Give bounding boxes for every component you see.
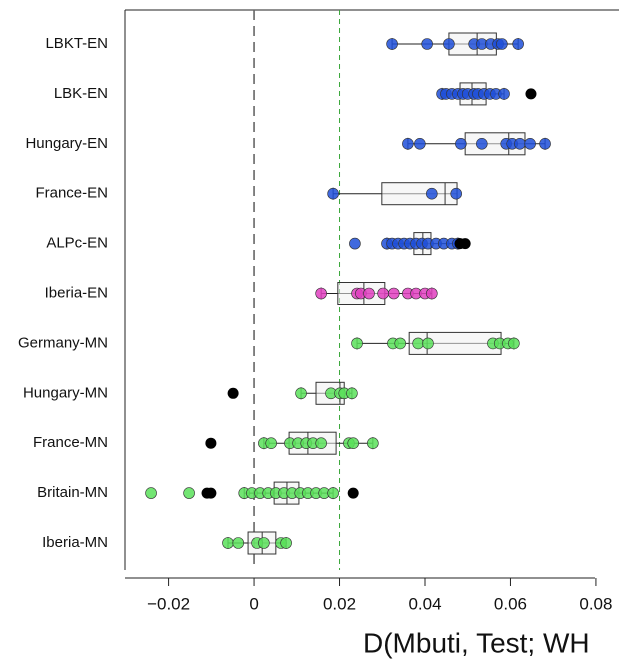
point xyxy=(508,337,520,350)
point xyxy=(346,387,358,400)
category-label: Iberia-MN xyxy=(42,534,108,551)
point xyxy=(315,287,327,300)
point xyxy=(443,38,455,50)
point xyxy=(232,537,245,549)
category-label: ALPc-EN xyxy=(46,235,108,252)
point xyxy=(514,138,526,150)
point xyxy=(295,387,307,400)
point xyxy=(387,287,400,300)
x-tick-label: 0 xyxy=(249,594,258,613)
x-tick-label: 0.02 xyxy=(323,594,356,613)
box xyxy=(381,182,458,206)
point xyxy=(539,138,551,150)
x-axis-label: D(Mbuti, Test; WH xyxy=(363,627,590,658)
category-label: LBKT-EN xyxy=(45,35,108,52)
point xyxy=(367,437,379,450)
point xyxy=(351,337,363,350)
point xyxy=(280,537,292,549)
category-label: Iberia-EN xyxy=(45,284,108,301)
point xyxy=(183,487,195,499)
category-label: Hungary-EN xyxy=(25,135,108,152)
point xyxy=(496,38,508,50)
category-label: France-EN xyxy=(35,185,108,202)
category-label: Hungary-MN xyxy=(23,384,108,401)
point xyxy=(363,287,375,300)
point xyxy=(422,337,434,350)
outlier xyxy=(205,437,217,449)
x-tick-label: −0.02 xyxy=(147,594,190,613)
point xyxy=(222,537,234,549)
outlier xyxy=(205,487,217,499)
point xyxy=(145,487,157,499)
x-tick-label: 0.06 xyxy=(494,594,527,613)
point xyxy=(426,187,438,200)
outlier xyxy=(525,88,537,100)
point xyxy=(402,138,414,150)
point xyxy=(394,337,407,350)
point xyxy=(414,138,426,150)
point xyxy=(327,187,339,200)
point xyxy=(377,287,389,300)
point xyxy=(349,237,361,250)
point xyxy=(386,38,398,50)
x-tick-label: 0.08 xyxy=(579,594,612,613)
point xyxy=(421,38,433,50)
point xyxy=(412,337,424,350)
outlier xyxy=(227,387,239,399)
point xyxy=(498,88,510,100)
point xyxy=(315,437,327,450)
x-tick-label: 0.04 xyxy=(408,594,441,613)
category-label: Britain-MN xyxy=(37,484,108,501)
outlier xyxy=(459,238,471,250)
point xyxy=(265,437,277,450)
category-label: France-MN xyxy=(33,434,108,451)
point xyxy=(476,138,488,150)
point xyxy=(347,437,359,450)
point xyxy=(258,537,270,549)
category-label: Germany-MN xyxy=(18,334,108,351)
point xyxy=(512,38,524,50)
point xyxy=(450,187,462,200)
point xyxy=(426,287,438,300)
outlier xyxy=(347,487,359,499)
point xyxy=(455,138,467,150)
point xyxy=(524,138,536,150)
point xyxy=(327,487,339,499)
category-label: LBK-EN xyxy=(54,85,108,102)
